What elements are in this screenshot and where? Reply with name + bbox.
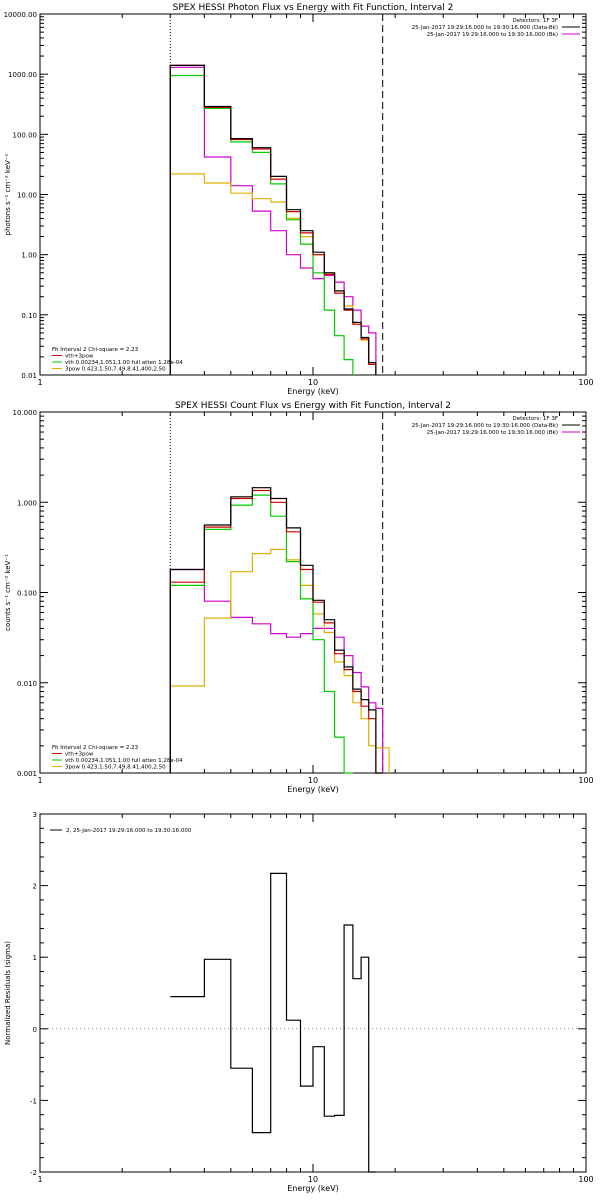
header-line: 25-Jan-2017 19:29:16.000 to 19:30:16.000… bbox=[427, 430, 558, 436]
x-axis-label: Energy (keV) bbox=[287, 1184, 339, 1193]
residual-legend-text: 2, 25-Jan-2017 19:29:16.000 to 19:30:16.… bbox=[66, 828, 192, 834]
fit-legend-text: vth 0.00234,1.051,1.00 full atten 1.28e-… bbox=[65, 360, 183, 366]
series-data-bk bbox=[169, 487, 383, 774]
y-tick-label: -2 bbox=[30, 1169, 37, 1177]
y-tick-label: 2 bbox=[33, 883, 37, 891]
series-2-25-jan-2017-19-29-16-000-to-19-30-16-000 bbox=[170, 872, 376, 1173]
chart-panel-2: SPEX HESSI Count Flux vs Energy with Fit… bbox=[4, 401, 594, 794]
header-line: Detectors: 1F 3F bbox=[512, 416, 558, 422]
series-3pow bbox=[169, 173, 377, 375]
plot-frame bbox=[39, 813, 587, 1173]
fit-legend-text: vth+3pow bbox=[65, 354, 94, 360]
x-tick-label: 10 bbox=[308, 378, 318, 387]
x-tick-label: 10 bbox=[308, 776, 318, 785]
chart-panel-3: 1 10 100 Energy (keV) -2 -1 0 1 2 3 Normalized Res… bbox=[4, 811, 594, 1193]
series-vth bbox=[169, 74, 354, 375]
y-tick-label: 0.001 bbox=[17, 770, 37, 778]
header-line: Detectors: 1F 3F bbox=[512, 18, 558, 24]
y-tick-label: 0.100 bbox=[17, 590, 37, 598]
y-tick-label: -1 bbox=[30, 1097, 37, 1105]
header-line: 25-Jan-2017 19:29:16.000 to 19:30:16.000… bbox=[427, 32, 558, 38]
fit-legend-text: vth 0.00234,1.051,1.00 full atten 1.28e-… bbox=[65, 758, 183, 764]
y-tick-label: 100.00 bbox=[13, 131, 38, 139]
fit-legend-text: vth+3pow bbox=[65, 752, 94, 758]
series-data-bk bbox=[169, 64, 377, 375]
series-bk bbox=[169, 568, 384, 773]
series-3pow bbox=[169, 548, 390, 773]
y-axis-label: counts s⁻¹ cm⁻² keV⁻¹ bbox=[4, 554, 12, 631]
y-axis-label: Normalized Residuals (sigma) bbox=[4, 941, 12, 1045]
series-vth bbox=[169, 494, 353, 774]
y-tick-label: 3 bbox=[33, 811, 37, 819]
y-tick-label: 0.010 bbox=[17, 680, 37, 688]
y-tick-label: 0 bbox=[33, 1026, 37, 1034]
fit-legend-text: Fit Interval 2 Chi-square = 2.23 bbox=[52, 347, 139, 353]
plot-frame bbox=[39, 13, 587, 376]
fit-legend-text: 3pow 0.423,1.50,7.49,8.41,400,2.50 bbox=[65, 367, 166, 373]
series-vth-3pow bbox=[169, 489, 383, 774]
chart-title: SPEX HESSI Count Flux vs Energy with Fit… bbox=[175, 401, 451, 411]
x-tick-label: 10 bbox=[308, 1175, 318, 1184]
y-tick-label: 10.00 bbox=[17, 192, 37, 200]
y-axis-label: photons s⁻¹ cm⁻² keV⁻¹ bbox=[4, 153, 12, 235]
y-tick-label: 1.000 bbox=[17, 499, 37, 507]
y-tick-label: 1.00 bbox=[21, 252, 37, 260]
header-line: 25-Jan-2017 19:29:16.000 to 19:30:16.000… bbox=[412, 423, 558, 429]
x-tick-label: 100 bbox=[578, 776, 593, 785]
x-tick-label: 1 bbox=[37, 1175, 42, 1184]
y-tick-label: 1000.00 bbox=[8, 71, 37, 79]
x-tick-label: 100 bbox=[578, 1175, 593, 1184]
chart-title: SPEX HESSI Photon Flux vs Energy with Fi… bbox=[173, 3, 454, 13]
y-tick-label: 0.01 bbox=[21, 372, 37, 380]
fit-legend-text: 3pow 0.423,1.50,7.49,8.41,400,2.50 bbox=[65, 765, 166, 771]
y-tick-label: 10.000 bbox=[13, 409, 38, 417]
x-axis-label: Energy (keV) bbox=[287, 387, 339, 396]
y-tick-label: 1 bbox=[33, 954, 37, 962]
x-axis-label: Energy (keV) bbox=[287, 785, 339, 794]
y-tick-label: 10000.00 bbox=[4, 11, 37, 19]
x-tick-label: 100 bbox=[578, 378, 593, 387]
chart-panel-1: SPEX HESSI Photon Flux vs Energy with Fi… bbox=[4, 3, 594, 396]
series-bk bbox=[169, 66, 377, 375]
header-line: 25-Jan-2017 19:29:16.000 to 19:30:16.000… bbox=[412, 25, 558, 31]
x-tick-label: 1 bbox=[37, 378, 42, 387]
fit-legend-text: Fit Interval 2 Chi-square = 2.23 bbox=[52, 745, 139, 751]
y-tick-label: 0.10 bbox=[21, 312, 37, 320]
x-tick-label: 1 bbox=[37, 776, 42, 785]
series-vth-3pow bbox=[169, 64, 377, 375]
